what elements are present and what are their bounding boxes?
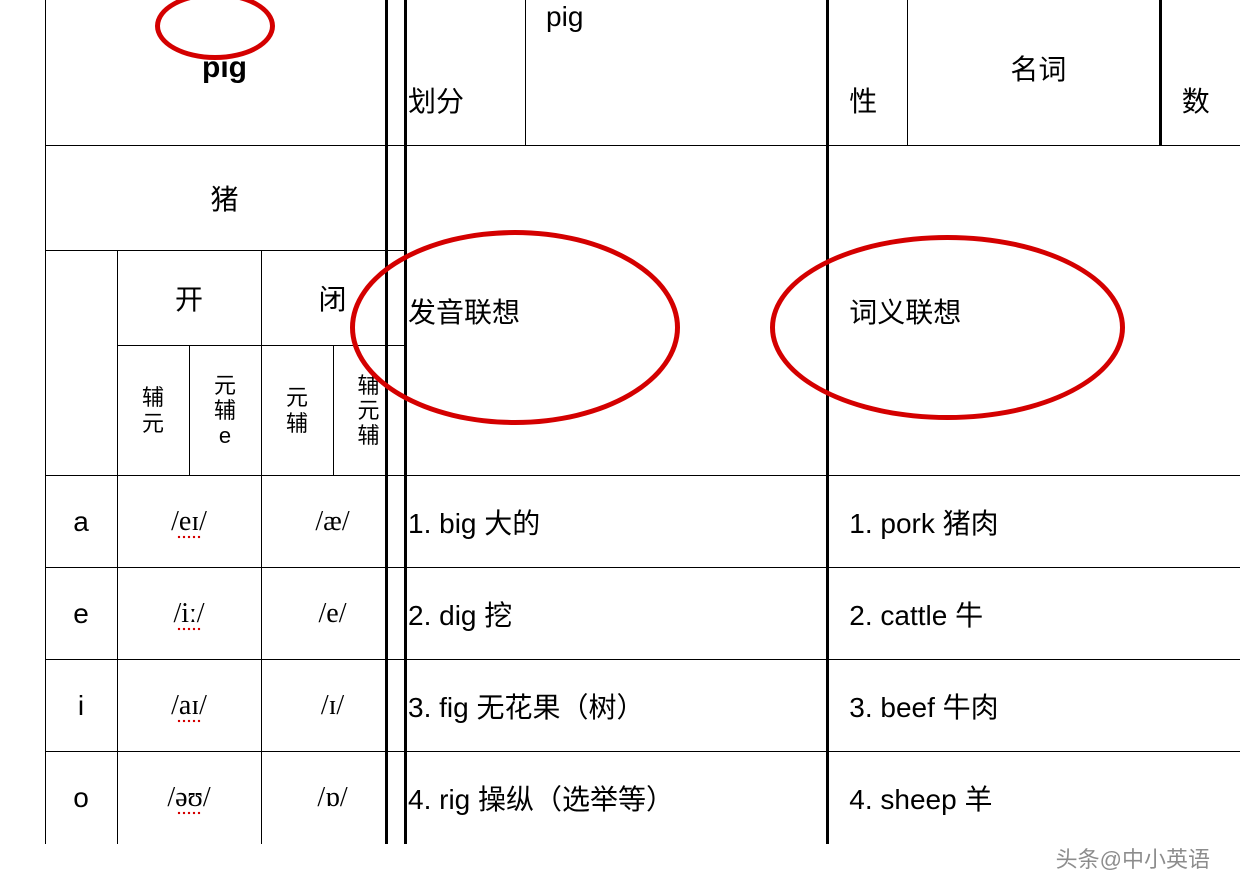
top-col4: 名词 <box>1010 54 1066 85</box>
headword-meaning: 猪 <box>211 184 239 215</box>
vowel-i: i <box>78 690 84 721</box>
pron-row-2: 2. dig 挖 <box>408 600 512 631</box>
left-table: pig 猪 开 闭 辅元 元辅e 元辅 辅元辅 a /eɪ/ /æ/ e /iː… <box>20 0 407 844</box>
mean-assoc-header: 词义联想 <box>849 297 961 328</box>
top-col5: 数 <box>1182 86 1210 117</box>
vowel-a-open: /eɪ/ <box>171 506 207 537</box>
vowel-e: e <box>73 598 89 629</box>
subcol-4: 辅元辅 <box>358 373 380 449</box>
pron-row-4: 4. rig 操纵（选举等） <box>408 784 674 815</box>
subcol-3: 元辅 <box>286 385 308 435</box>
pron-row-1: 1. big 大的 <box>408 508 540 539</box>
vowel-o-closed: /ɒ/ <box>317 782 347 813</box>
mean-row-4: 4. sheep 羊 <box>849 784 992 815</box>
pron-assoc-header: 发音联想 <box>408 297 520 328</box>
top-col2: pig <box>546 1 583 32</box>
subcol-2: 元辅e <box>214 373 236 449</box>
mean-row-2: 2. cattle 牛 <box>849 600 983 631</box>
top-col1: 划分 <box>408 86 464 117</box>
vowel-o-open: /əʊ/ <box>167 782 210 813</box>
watermark: 头条@中小英语 <box>1056 842 1210 874</box>
subcol-1: 辅元 <box>142 385 164 435</box>
open-label: 开 <box>175 284 203 315</box>
vowel-i-closed: /ɪ/ <box>321 690 344 721</box>
pron-row-3: 3. fig 无花果（树） <box>408 692 644 723</box>
mean-row-3: 3. beef 牛肉 <box>849 692 998 723</box>
top-col3: 性 <box>849 86 877 117</box>
vowel-e-open: /iː/ <box>173 598 204 629</box>
vowel-i-open: /aɪ/ <box>171 690 207 721</box>
vowel-a: a <box>73 506 89 537</box>
page-root: pig 猪 开 闭 辅元 元辅e 元辅 辅元辅 a /eɪ/ /æ/ e /iː… <box>0 0 1240 886</box>
vowel-a-closed: /æ/ <box>315 506 349 537</box>
headword: pig <box>202 51 247 84</box>
mean-row-1: 1. pork 猪肉 <box>849 508 998 539</box>
vowel-e-closed: /e/ <box>319 598 347 629</box>
right-table: 划分 pig 性 名词 数 发音联想 词义联想 1. big 大的 1. por… <box>385 0 1240 844</box>
vowel-o: o <box>73 782 89 813</box>
closed-label: 闭 <box>319 284 347 315</box>
